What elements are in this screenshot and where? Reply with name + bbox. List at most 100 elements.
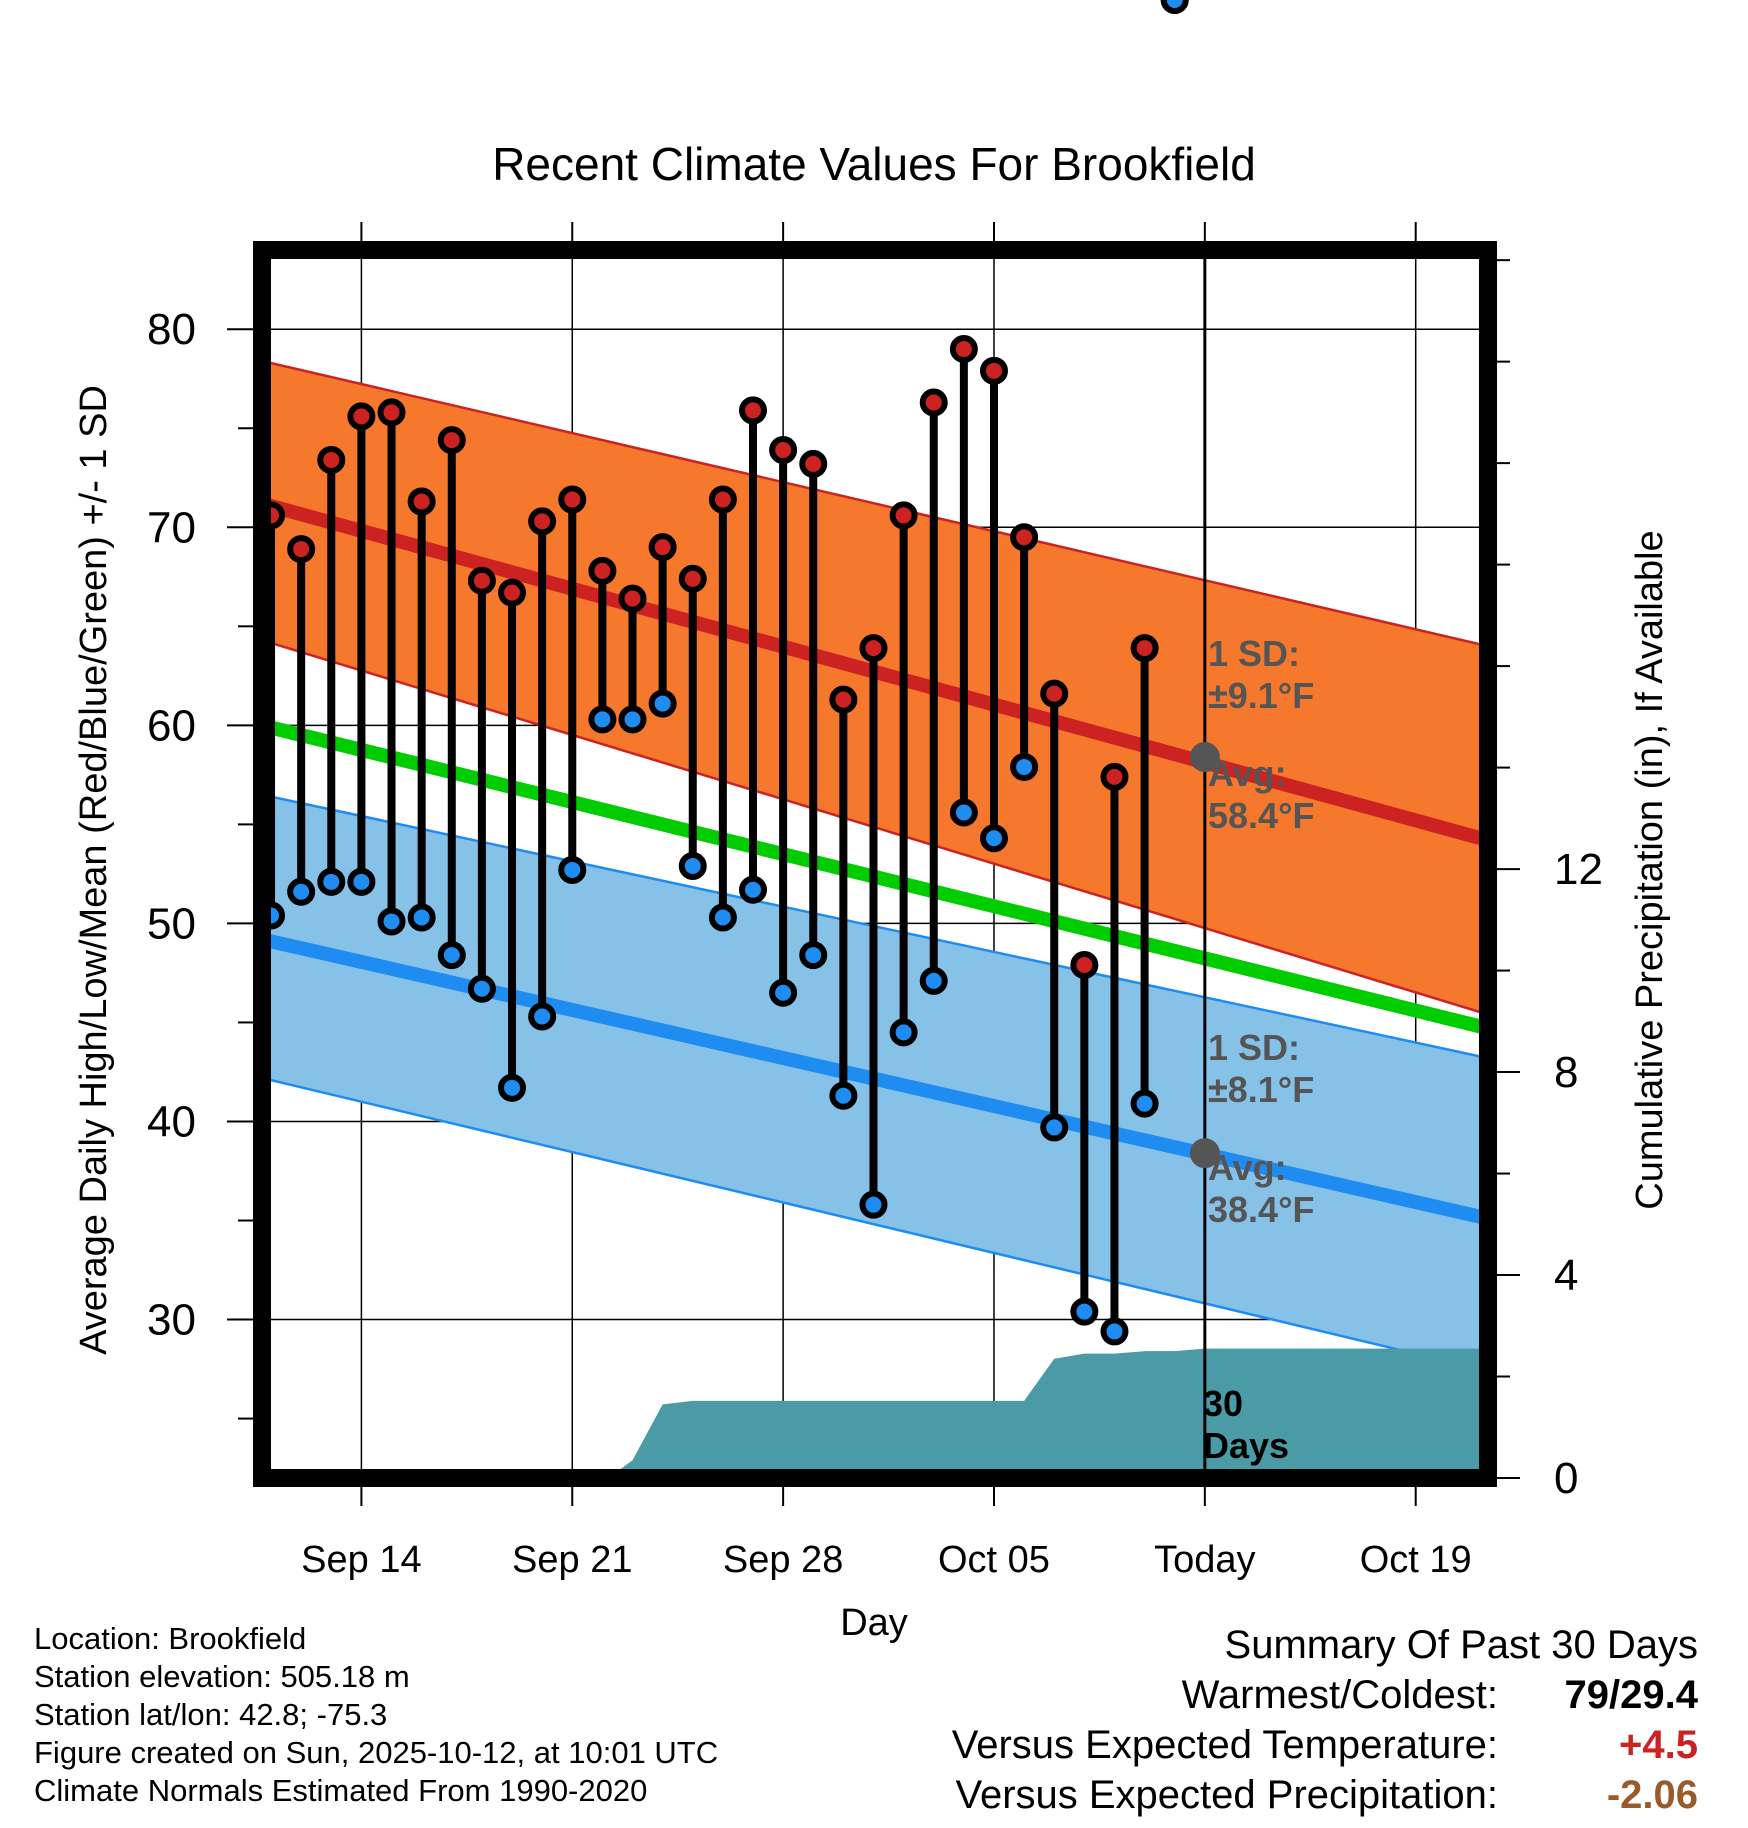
obs-low-point-16 xyxy=(739,875,768,904)
obs-low-point-22 xyxy=(919,966,948,995)
obs-high-point-9 xyxy=(528,507,557,536)
y-tick-label-60: 60 xyxy=(147,701,196,750)
obs-low-point-23 xyxy=(949,798,978,827)
chart-title: Recent Climate Values For Brookfield xyxy=(492,138,1256,190)
obs-high-point-28 xyxy=(1100,762,1129,791)
obs-high-point-16 xyxy=(739,396,768,425)
info-normals: Climate Normals Estimated From 1990-2020 xyxy=(34,1773,648,1808)
obs-high-point-23 xyxy=(949,335,978,364)
warm-cold-value: 79/29.4 xyxy=(1564,1673,1698,1717)
obs-high-point-24 xyxy=(979,356,1008,385)
low-sd-label: 1 SD: xyxy=(1208,1027,1300,1068)
obs-low-point-2 xyxy=(317,867,346,896)
obs-high-point-1 xyxy=(287,535,316,564)
plot-frame xyxy=(253,241,1497,1487)
obs-low-point-29 xyxy=(1130,1089,1159,1118)
y-right-tick-label-8: 8 xyxy=(1554,1048,1578,1097)
obs-high-point-20 xyxy=(859,634,888,663)
precipitation-area xyxy=(608,1348,1488,1478)
obs-high-point-21 xyxy=(889,501,918,530)
high-avg-label: Avg: xyxy=(1208,753,1287,794)
x-tick-label-oct-05: Oct 05 xyxy=(938,1539,1050,1581)
high-sd-value: ±9.1°F xyxy=(1208,675,1314,716)
summary-title: Summary Of Past 30 Days xyxy=(1224,1623,1698,1667)
temp-anomaly-label: Versus Expected Temperature: xyxy=(951,1723,1498,1767)
obs-high-point-12 xyxy=(618,584,647,613)
obs-high-point-27 xyxy=(1070,951,1099,980)
temp-anomaly-value: +4.5 xyxy=(1619,1723,1698,1767)
x-tick-label-oct-19: Oct 19 xyxy=(1360,1539,1472,1581)
obs-high-point-18 xyxy=(799,449,828,478)
summary-warm-cold-row: Warmest/Coldest: 79/29.4 xyxy=(952,1670,1698,1720)
obs-high-point-19 xyxy=(829,685,858,714)
obs-low-point-4 xyxy=(377,907,406,936)
days-count: 30 xyxy=(1203,1383,1243,1424)
y-tick-label-70: 70 xyxy=(147,503,196,552)
y-axis-right-label: Cumulative Precipitation (in), If Availa… xyxy=(1629,530,1671,1209)
obs-low-point-19 xyxy=(829,1081,858,1110)
obs-low-point-24 xyxy=(979,824,1008,853)
obs-high-point-3 xyxy=(347,402,376,431)
precip-anomaly-value: -2.06 xyxy=(1606,1773,1698,1817)
obs-high-point-15 xyxy=(708,485,737,514)
obs-low-point-30 xyxy=(1160,0,1189,14)
x-tick-label-sep-14: Sep 14 xyxy=(301,1539,421,1581)
obs-high-point-13 xyxy=(648,533,677,562)
obs-low-point-8 xyxy=(498,1073,527,1102)
axis-ticks: Sep 14 Sep 21 Sep 28 Oct 05 Today Oct 1930405… xyxy=(147,222,1603,1581)
obs-high-point-10 xyxy=(558,485,587,514)
high-sd-label: 1 SD: xyxy=(1208,633,1300,674)
obs-high-point-17 xyxy=(769,436,798,465)
summary-precip-row: Versus Expected Precipitation: -2.06 xyxy=(952,1770,1698,1820)
obs-low-point-1 xyxy=(287,877,316,906)
obs-low-point-12 xyxy=(618,705,647,734)
high-band-upper-edge xyxy=(262,359,1488,648)
obs-low-point-20 xyxy=(859,1190,888,1219)
obs-low-point-17 xyxy=(769,978,798,1007)
y-right-tick-label-0: 0 xyxy=(1554,1454,1578,1503)
y-right-tick-label-4: 4 xyxy=(1554,1251,1578,1300)
obs-low-point-28 xyxy=(1100,1317,1129,1346)
warm-cold-label: Warmest/Coldest: xyxy=(1181,1673,1498,1717)
low-avg-label: Avg: xyxy=(1208,1147,1287,1188)
obs-high-point-25 xyxy=(1010,523,1039,552)
obs-low-point-15 xyxy=(708,903,737,932)
x-tick-label-sep-21: Sep 21 xyxy=(512,1539,632,1581)
obs-high-point-14 xyxy=(678,564,707,593)
summary-temp-row: Versus Expected Temperature: +4.5 xyxy=(952,1720,1698,1770)
today-high-normal-marker xyxy=(1189,742,1220,773)
x-tick-label-sep-28: Sep 28 xyxy=(723,1539,843,1581)
obs-high-point-26 xyxy=(1040,679,1069,708)
days-label: Days xyxy=(1203,1425,1289,1466)
annotations: 1 SD: ±9.1°F Avg: 58.4°F 1 SD: ±8.1°F Av… xyxy=(1203,633,1314,1466)
obs-low-point-5 xyxy=(407,903,436,932)
x-tick-label-today: Today xyxy=(1154,1539,1255,1581)
obs-low-point-27 xyxy=(1070,1297,1099,1326)
y-tick-label-80: 80 xyxy=(147,305,196,354)
today-low-normal-marker xyxy=(1189,1138,1220,1169)
obs-low-point-3 xyxy=(347,867,376,896)
obs-high-point-5 xyxy=(407,487,436,516)
obs-low-point-9 xyxy=(528,1002,557,1031)
info-elevation: Station elevation: 505.18 m xyxy=(34,1659,410,1694)
obs-high-point-8 xyxy=(498,578,527,607)
precip-anomaly-label: Versus Expected Precipitation: xyxy=(955,1773,1498,1817)
obs-low-point-7 xyxy=(467,974,496,1003)
observations xyxy=(257,0,1189,1346)
low-band-lower-edge xyxy=(262,1076,1488,1373)
info-created: Figure created on Sun, 2025-10-12, at 10… xyxy=(34,1735,719,1770)
obs-high-point-6 xyxy=(437,426,466,455)
obs-low-point-10 xyxy=(558,855,587,884)
obs-low-point-6 xyxy=(437,941,466,970)
obs-low-point-18 xyxy=(799,941,828,970)
info-latlon: Station lat/lon: 42.8; -75.3 xyxy=(34,1697,388,1732)
today-line-group xyxy=(1189,250,1220,1478)
obs-high-point-4 xyxy=(377,398,406,427)
x-axis-label: Day xyxy=(840,1602,908,1644)
low-avg-value: 38.4°F xyxy=(1208,1189,1314,1230)
summary-panel: Summary Of Past 30 Days Warmest/Coldest:… xyxy=(952,1620,1698,1820)
obs-high-point-29 xyxy=(1130,634,1159,663)
obs-low-point-11 xyxy=(588,705,617,734)
y-right-tick-label-12: 12 xyxy=(1554,845,1603,894)
